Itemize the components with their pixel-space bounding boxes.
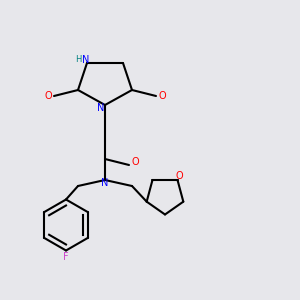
Text: H: H (75, 56, 81, 64)
Text: F: F (63, 251, 69, 262)
Text: N: N (82, 55, 89, 65)
Text: O: O (131, 157, 139, 167)
Text: O: O (44, 91, 52, 101)
Text: N: N (101, 178, 109, 188)
Text: O: O (175, 171, 183, 181)
Text: O: O (158, 91, 166, 101)
Text: N: N (97, 103, 104, 113)
